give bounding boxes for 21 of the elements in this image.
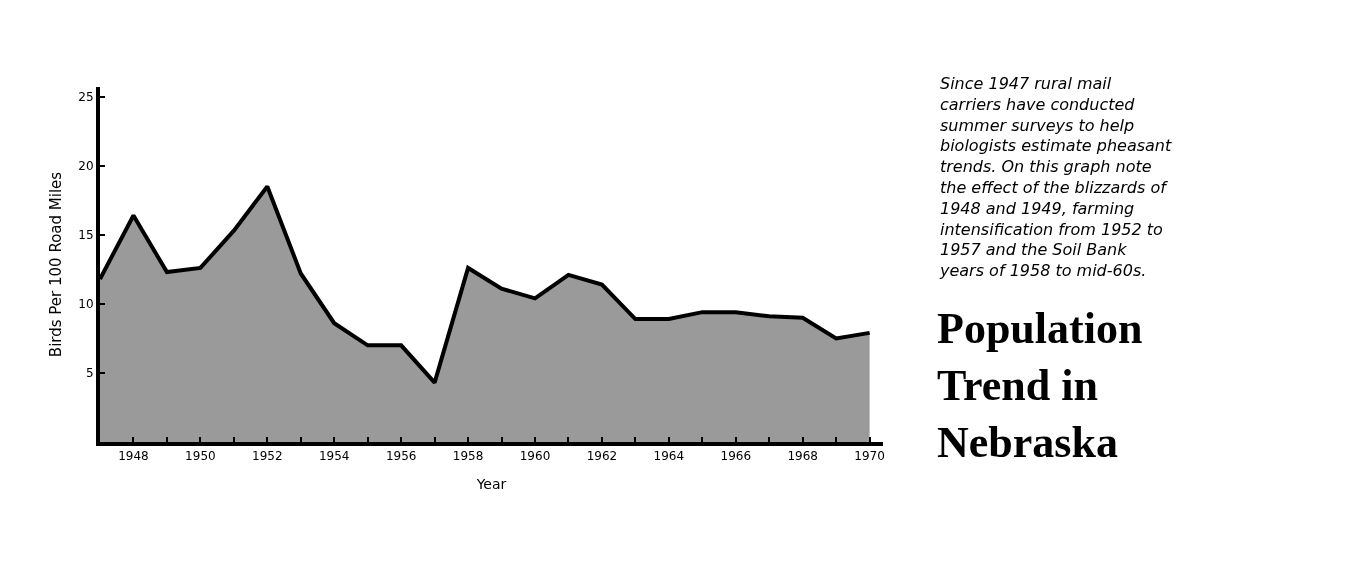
y-tick-label: 5 [85,366,94,381]
y-axis-title: Birds Per 100 Road Miles [47,171,66,358]
x-tick-label: 1952 [252,449,283,464]
x-tick-label: 1970 [854,449,885,464]
text: Since 1947 rural mail carriers have conducted summer surveys to help biologists estimate pheasant trends. On this graph note the effect of the blizzards of 1948 and 1949, farming intensification from 1952 to 1957 and the Soil Bank years of 1958 to mid-60s. [940,74,1172,281]
y-tick-label: 25 [78,89,94,104]
x-tick-label: 1968 [787,449,818,464]
y-tick-label: 10 [78,297,94,312]
x-tick-label: 1964 [653,449,685,464]
x-axis-title: Year [475,476,507,493]
x-tick-label: 1966 [720,449,752,464]
x-tick-label: 1948 [118,449,149,464]
x-tick-label: 1956 [385,449,417,464]
x-tick-label: 1958 [452,449,484,464]
x-tick-label: 1962 [586,449,618,464]
x-tick-label: 1950 [185,449,216,464]
text: Population Trend in Nebraska [937,304,1143,468]
x-tick-label: 1954 [318,449,350,464]
y-tick-label: 20 [78,158,94,173]
x-tick-label: 1960 [519,449,551,464]
y-tick-label: 15 [78,228,94,242]
